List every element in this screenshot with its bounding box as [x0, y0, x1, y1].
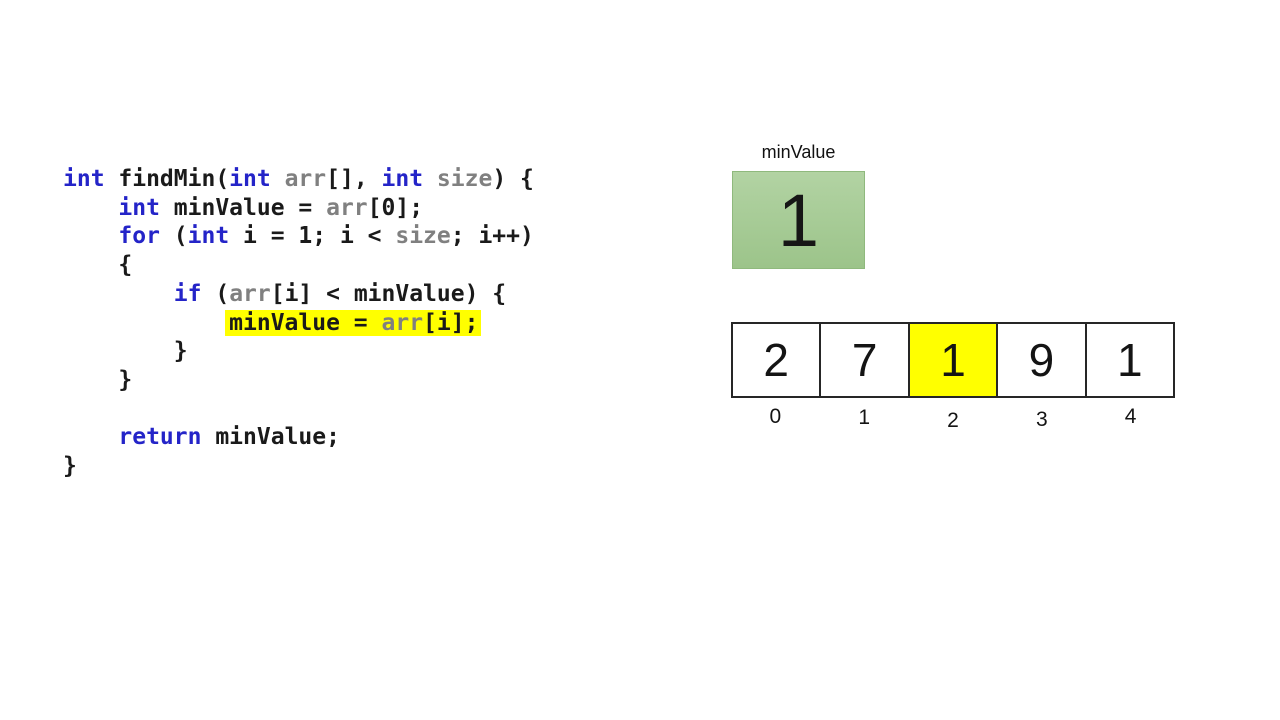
code-line: } — [63, 452, 534, 481]
code-token — [271, 166, 285, 192]
array-index-row: 0 1 2 3 4 — [731, 405, 1175, 432]
code-token: [], — [326, 166, 382, 192]
code-token — [63, 424, 118, 450]
code-token: minValue; — [201, 424, 340, 451]
code-line: } — [63, 366, 534, 395]
code-token: size — [436, 166, 493, 192]
code-line: } — [63, 337, 534, 366]
code-line: int minValue = arr[0]; — [63, 194, 534, 223]
code-token: [i]; — [423, 309, 479, 336]
code-token — [63, 223, 118, 249]
min-value-value: 1 — [777, 178, 820, 262]
code-token: if — [173, 280, 202, 307]
code-line: return minValue; — [63, 423, 534, 452]
code-token: arr — [381, 309, 424, 336]
code-line: int findMin(int arr[], int size) { — [63, 165, 534, 194]
code-block: int findMin(int arr[], int size) { int m… — [63, 165, 534, 481]
code-token: [0]; — [367, 194, 424, 221]
code-token — [423, 166, 437, 192]
code-token: minValue = — [229, 309, 382, 336]
code-token — [63, 195, 118, 221]
array-cell: 2 — [763, 334, 789, 386]
code-token: } — [63, 366, 133, 393]
highlighted-code: minValue = arr[i]; — [225, 309, 482, 336]
code-token: int — [381, 166, 424, 192]
array-cell: 9 — [996, 324, 1084, 396]
code-token: findMin( — [104, 166, 230, 192]
code-line: minValue = arr[i]; — [63, 309, 534, 338]
code-token: int — [229, 166, 271, 192]
code-token: arr — [229, 280, 271, 307]
min-value-label: minValue — [761, 142, 836, 162]
array-cell: 7 — [819, 324, 907, 396]
code-token: return — [118, 424, 202, 451]
code-line — [63, 395, 534, 424]
code-token: ( — [159, 223, 188, 250]
code-token: arr — [284, 166, 327, 192]
code-line: for (int i = 1; i < size; i++) — [63, 222, 534, 251]
code-token: } — [63, 338, 188, 365]
code-token: minValue = — [159, 194, 327, 221]
code-token: for — [118, 223, 160, 250]
code-line: if (arr[i] < minValue) { — [63, 280, 534, 309]
code-token: size — [395, 223, 451, 250]
code-token: ; i++) — [450, 223, 534, 250]
array-index: 4 — [1124, 405, 1137, 428]
array-index: 2 — [947, 409, 959, 432]
min-value-box: 1 — [732, 171, 865, 269]
code-token: { — [63, 252, 133, 279]
code-token — [63, 310, 229, 336]
code-token — [63, 281, 174, 307]
code-token: } — [63, 453, 77, 480]
code-token: ) { — [492, 166, 534, 192]
code-token: arr — [326, 194, 368, 221]
code-token: int — [63, 166, 105, 192]
code-line: { — [63, 251, 534, 280]
code-token: ( — [201, 280, 230, 307]
array-cell: 1 — [1084, 324, 1173, 396]
array-index: 0 — [769, 405, 782, 428]
code-token: i = 1; i < — [229, 223, 396, 250]
array-index: 1 — [858, 406, 871, 429]
code-token: int — [187, 223, 230, 250]
code-token: int — [118, 194, 160, 221]
array-index: 3 — [1035, 408, 1048, 431]
code-token: [i] < minValue) { — [270, 280, 507, 307]
array-cell: 1 — [907, 324, 997, 396]
